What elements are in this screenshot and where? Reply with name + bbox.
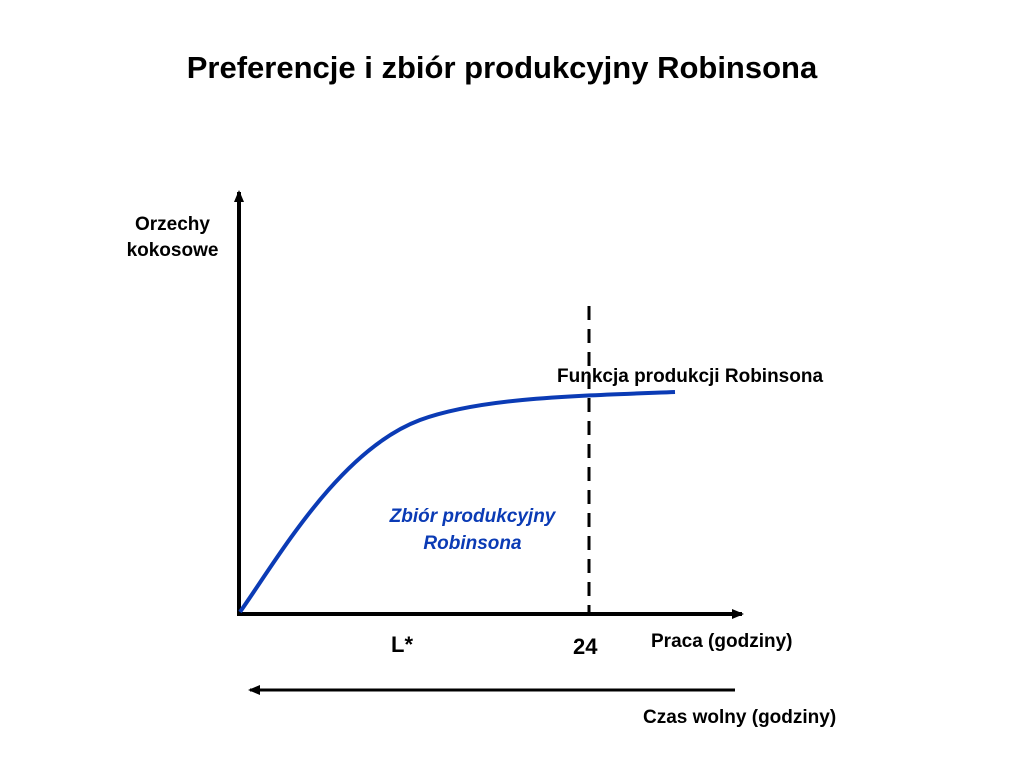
y-axis-label-line2: kokosowe: [126, 240, 219, 261]
production-function-label: Funkcja produkcji Robinsona: [557, 366, 824, 387]
production-set-label-line1: Zbiór produkcyjny: [389, 506, 556, 527]
tick-label-l-star: L*: [391, 632, 413, 657]
y-axis-label: Orzechy kokosowe: [110, 212, 235, 264]
slide-title: Preferencje i zbiór produkcyjny Robinson…: [186, 50, 818, 85]
production-set-label-line2: Robinsona: [423, 533, 522, 554]
production-set-label: Zbiór produkcyjny Robinsona: [350, 503, 595, 557]
x-axis-label: Praca (godziny): [651, 631, 793, 652]
y-axis-label-line1: Orzechy: [135, 214, 210, 235]
tick-label-24: 24: [573, 634, 598, 659]
leisure-axis-label: Czas wolny (godziny): [643, 707, 837, 728]
production-function-curve: [238, 390, 676, 614]
